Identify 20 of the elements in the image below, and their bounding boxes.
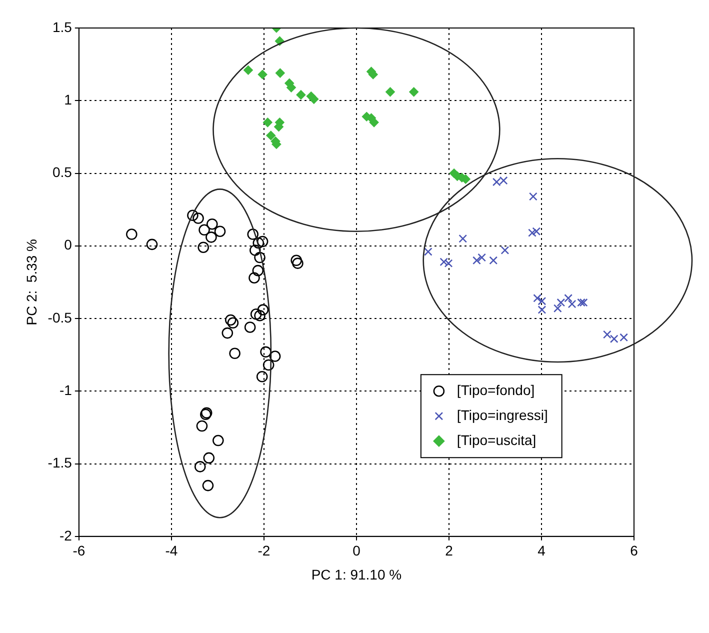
legend-label: [Tipo=uscita] [456,432,536,448]
x-tick-label: 0 [352,542,361,559]
y-tick-label: 1 [64,91,72,108]
y-tick-label: -2 [59,527,72,544]
x-tick-label: 4 [538,542,546,559]
x-tick-label: 2 [445,542,454,559]
x-tick-label: -4 [165,542,178,559]
legend-label: [Tipo=ingressi] [456,406,548,423]
y-tick-label: -1 [59,382,72,398]
y-axis-title: PC 2: 5.33 % [23,239,40,326]
x-tick-label: -2 [258,542,270,559]
y-tick-label: -1.5 [48,454,72,471]
y-tick-label: -0.5 [48,309,72,326]
y-tick-label: 0.5 [52,164,72,180]
x-axis-title: PC 1: 91.10 % [311,566,402,582]
x-tick-label: -6 [72,542,86,559]
x-tick-label: 6 [630,542,638,559]
legend-label: [Tipo=fondo] [456,382,535,398]
y-tick-label: 1.5 [52,18,72,35]
y-tick-label: 0 [64,236,72,253]
